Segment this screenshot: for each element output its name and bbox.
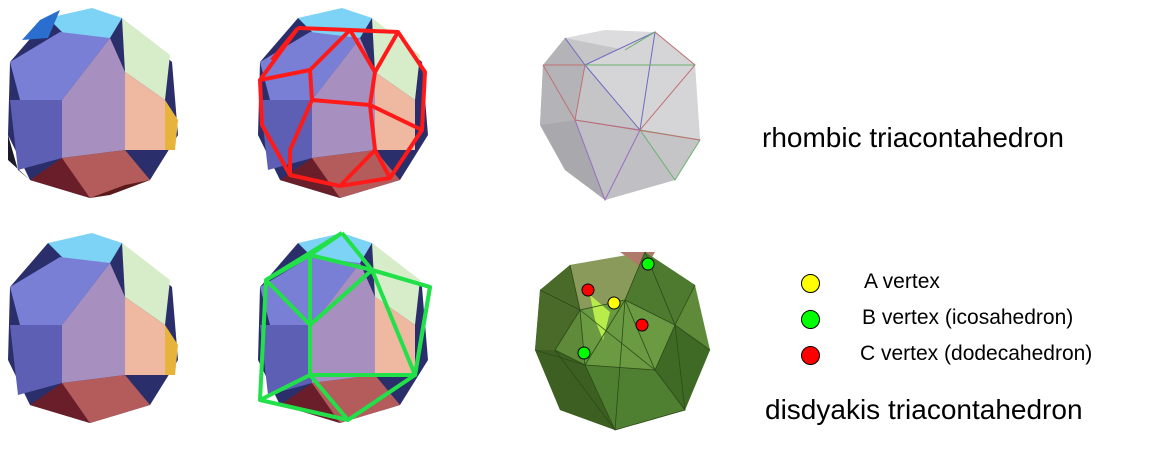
legend-label: B vertex (icosahedron) — [862, 306, 1074, 329]
disdyakis-triacontahedron — [525, 240, 715, 440]
legend-label: C vertex (dodecahedron) — [860, 342, 1093, 365]
rhombic-triacontahedron-translucent — [525, 20, 715, 220]
red-dot-icon — [801, 346, 820, 365]
caption-rhombic-triacontahedron: rhombic triacontahedron — [762, 122, 1064, 153]
rhombic-triacontahedron-icosahedron-overlay — [250, 225, 440, 425]
c-vertex-marker — [581, 283, 595, 297]
b-vertex-marker — [577, 346, 591, 360]
rhombic-triacontahedron-dodecahedron-overlay — [250, 0, 440, 200]
rhombic-triacontahedron-plain-bottom — [0, 225, 190, 425]
a-vertex-marker — [607, 296, 621, 310]
green-dot-icon — [801, 310, 820, 329]
c-vertex-marker — [635, 318, 649, 332]
yellow-dot-icon — [801, 274, 820, 293]
b-vertex-marker — [641, 257, 655, 271]
rhombic-triacontahedron-plain-top — [0, 0, 190, 200]
legend-label: A vertex — [864, 270, 940, 293]
caption-disdyakis-triacontahedron: disdyakis triacontahedron — [765, 394, 1083, 425]
